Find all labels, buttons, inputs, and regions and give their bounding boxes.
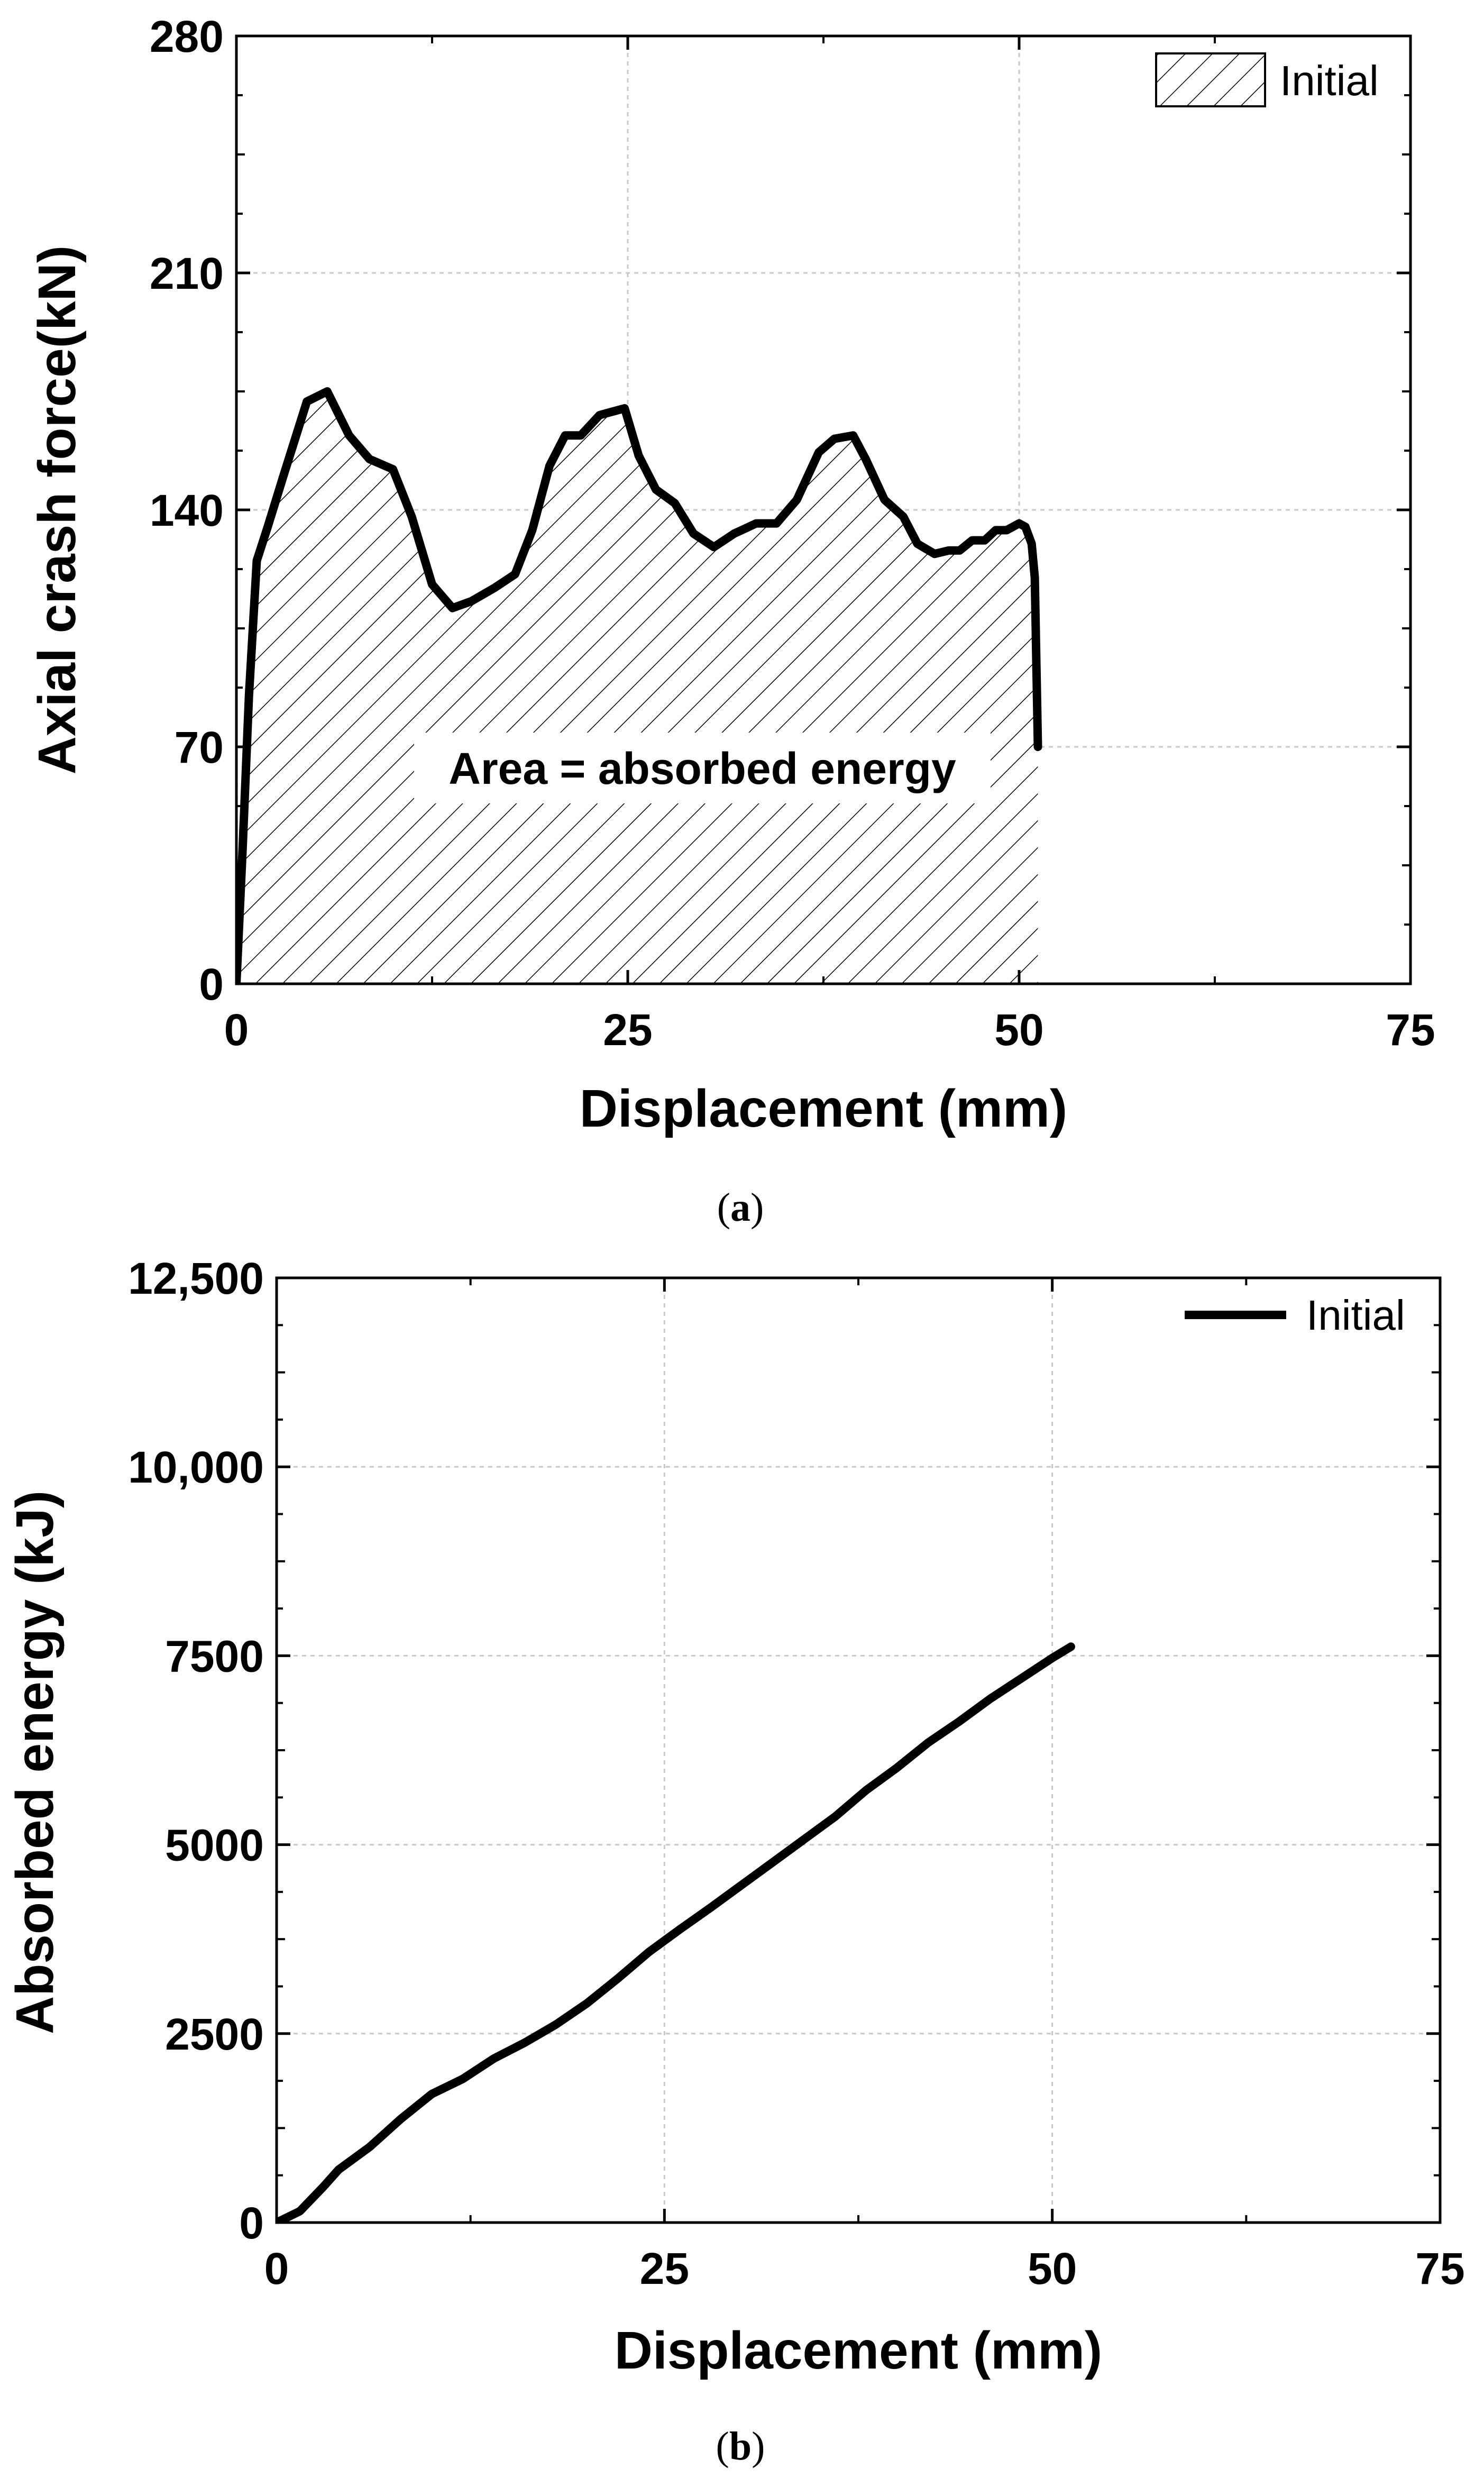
annotation-text: Area = absorbed energy bbox=[448, 744, 956, 793]
y-tick-label: 280 bbox=[150, 12, 224, 61]
absorbed-energy-area bbox=[236, 391, 1038, 984]
y-axis-title: Axial crash force(kN) bbox=[28, 245, 87, 774]
series-line-initial bbox=[277, 1642, 1075, 2223]
area-annotation: Area = absorbed energy bbox=[414, 733, 991, 803]
series-line-initial bbox=[236, 387, 1042, 984]
chart-panel-b: 0 25 50 75 0 2500 5000 7500 10,000 12,500 Initial… bbox=[5, 1254, 1465, 2468]
y-tick-label: 2500 bbox=[165, 2009, 264, 2059]
x-axis-title: Displacement (mm) bbox=[615, 2321, 1102, 2380]
x-tick-label: 0 bbox=[224, 1005, 249, 1055]
y-tick-label: 0 bbox=[199, 959, 224, 1009]
x-tick-label: 0 bbox=[264, 2244, 289, 2293]
caption-letter-a: a bbox=[730, 1185, 750, 1230]
axis-ticks bbox=[235, 34, 1412, 985]
chart-panel-a: 0 25 50 75 0 70 140 210 280 Area = absorbed ener… bbox=[28, 12, 1435, 1230]
y-tick-label: 7500 bbox=[165, 1631, 264, 1681]
y-axis-title: Absorbed energy (kJ) bbox=[5, 1491, 65, 2034]
y-tick-label: 0 bbox=[239, 2198, 264, 2248]
x-tick-label: 25 bbox=[603, 1005, 652, 1055]
y-tick-label: 10,000 bbox=[128, 1442, 264, 1492]
caption-letter-b: b bbox=[729, 2424, 752, 2468]
x-tick-label: 50 bbox=[994, 1005, 1043, 1055]
y-tick-label: 5000 bbox=[165, 1821, 264, 1870]
y-tick-label: 210 bbox=[150, 249, 224, 298]
x-tick-label: 25 bbox=[640, 2244, 689, 2293]
x-tick-label: 75 bbox=[1415, 2244, 1464, 2293]
tick-labels: 0 25 50 75 0 2500 5000 7500 10,000 12,500 bbox=[128, 1254, 1465, 2293]
legend: Initial bbox=[1155, 52, 1379, 107]
legend: Initial bbox=[1185, 1292, 1405, 1339]
caption-a: (a) bbox=[717, 1185, 764, 1230]
y-tick-label: 70 bbox=[175, 723, 224, 772]
grid-lines bbox=[277, 1278, 1440, 2223]
tick-labels: 0 25 50 75 0 70 140 210 280 bbox=[150, 12, 1435, 1055]
legend-label: Initial bbox=[1280, 57, 1379, 104]
legend-swatch-hatched bbox=[1155, 52, 1266, 107]
legend-label: Initial bbox=[1306, 1292, 1405, 1339]
x-tick-label: 50 bbox=[1028, 2244, 1077, 2293]
axis-ticks bbox=[275, 1276, 1442, 2224]
y-tick-label: 140 bbox=[150, 486, 224, 535]
caption-b: (b) bbox=[716, 2424, 765, 2468]
x-axis-title: Displacement (mm) bbox=[580, 1079, 1067, 1138]
x-tick-label: 75 bbox=[1386, 1005, 1435, 1055]
y-tick-label: 12,500 bbox=[128, 1254, 264, 1303]
